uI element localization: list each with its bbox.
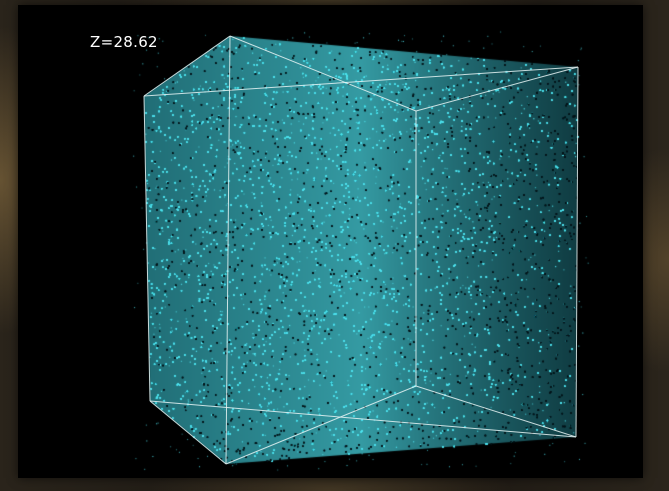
box-edge-top-back [229, 35, 417, 112]
redshift-label: Z=28.62 [90, 33, 158, 51]
box-edge-right-front [575, 66, 579, 438]
box-edge-bottom-right-depth [415, 385, 577, 438]
box-edge-left-front [143, 95, 151, 402]
simulation-viewport: Z=28.62 [18, 5, 643, 478]
box-edge-bottom-left-depth [149, 400, 227, 465]
box-edge-bottom-front [149, 400, 577, 438]
box-edge-top-left-depth [143, 35, 231, 97]
box-edge-top-front [143, 66, 579, 97]
box-edge-bottom-back [225, 385, 417, 465]
simulation-box-wireframe [143, 35, 579, 465]
box-edge-top-right-depth [415, 66, 579, 112]
box-edge-left-back [225, 35, 231, 465]
